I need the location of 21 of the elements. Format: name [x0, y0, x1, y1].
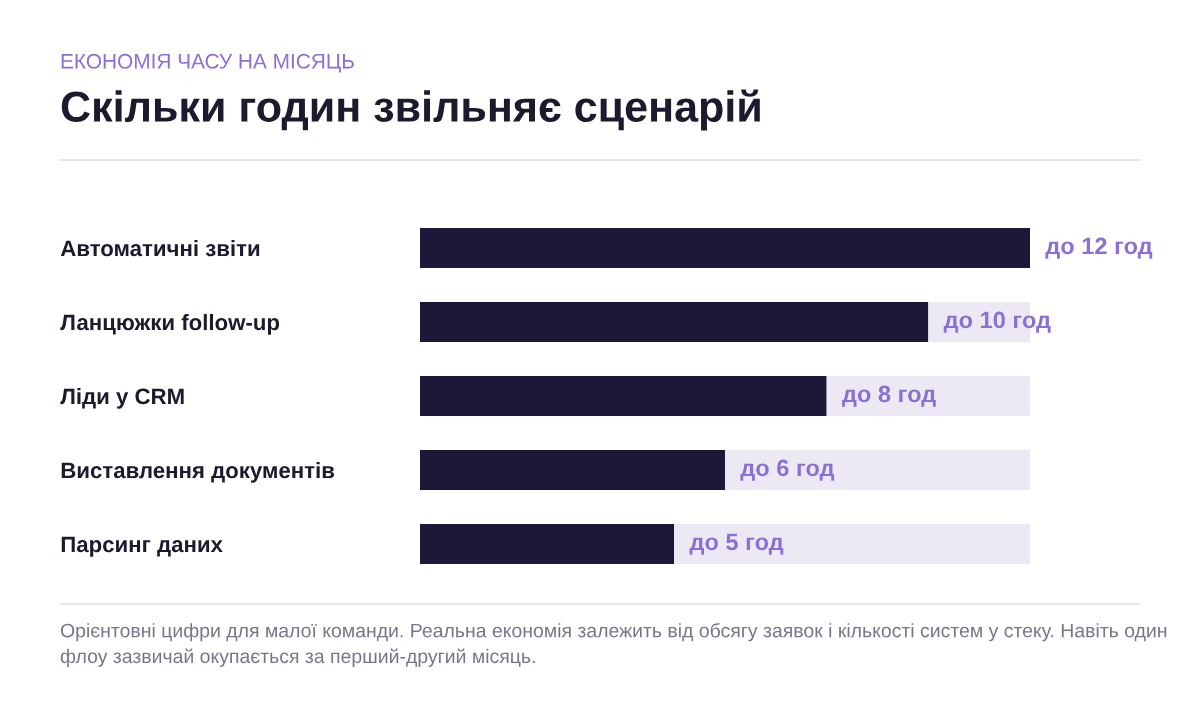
- bar: [420, 450, 725, 490]
- text: ЕКОНОМІЯ ЧАСУ НА МІСЯЦЬ: [61, 53, 354, 73]
- y-tick-label: Автоматичні звіти: [60, 239, 260, 257]
- bar: [725, 450, 1030, 490]
- y-tick-label: Ланцюжки follow-up: [60, 313, 280, 335]
- data-label: до 6 год: [740, 459, 835, 481]
- data-label: до 12 год: [1045, 237, 1153, 259]
- bar: [420, 376, 827, 416]
- bar: [420, 302, 929, 342]
- bar: [826, 376, 1030, 416]
- y-tick-label: Парсинг даних: [61, 536, 223, 557]
- y-tick-label: Виставлення документів: [61, 461, 335, 483]
- data-label: до 8 год: [842, 385, 936, 407]
- data-label: до 5 год: [689, 533, 784, 555]
- chart-title: Скільки годин звільняє сценарій: [61, 89, 760, 131]
- bar: [674, 524, 1030, 564]
- text: Орієнтовні цифри для малої команди. Реальна економія залежить від обсягу заявок і кількості систем у стеку. Навіть один флоу зазвичай окупається за перший-другий місяць.: [60, 623, 1167, 667]
- y-tick-label: Ліди у CRM: [60, 387, 184, 409]
- bar: [420, 228, 1030, 268]
- data-label: до 10 год: [943, 311, 1051, 333]
- bar: [420, 524, 675, 564]
